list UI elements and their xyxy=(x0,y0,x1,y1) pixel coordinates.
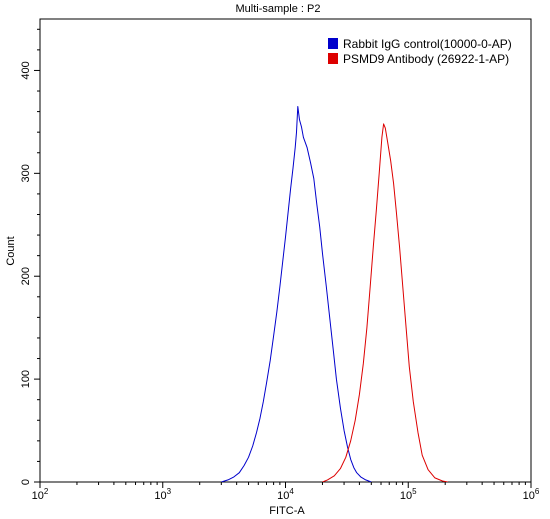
y-axis: 0 100 200 300 400 xyxy=(20,28,40,485)
chart-title: Multi-sample : P2 xyxy=(236,3,321,15)
legend-label: Rabbit IgG control(10000-0-AP) xyxy=(343,37,512,51)
x-tick-label: 105 xyxy=(400,487,417,502)
y-tick-label: 400 xyxy=(20,61,32,79)
x-axis-label: FITC-A xyxy=(269,505,305,517)
y-tick-label: 0 xyxy=(20,479,32,485)
y-tick-label: 100 xyxy=(20,370,32,388)
x-tick-label: 103 xyxy=(154,487,171,502)
series-line-2 xyxy=(322,123,448,482)
legend-swatch xyxy=(328,38,338,49)
legend-label: PSMD9 Antibody (26922-1-AP) xyxy=(343,52,509,66)
x-tick-label: 106 xyxy=(523,487,540,502)
y-axis-label: Count xyxy=(5,236,17,265)
legend: Rabbit IgG control(10000-0-AP)PSMD9 Anti… xyxy=(328,37,512,66)
x-tick-label: 102 xyxy=(32,487,49,502)
y-tick-label: 300 xyxy=(20,164,32,182)
y-tick-label: 200 xyxy=(20,267,32,285)
legend-swatch xyxy=(328,53,338,64)
series-group xyxy=(221,106,448,482)
x-axis: 102 103 104 105 106 xyxy=(32,482,540,502)
plot-area xyxy=(39,18,532,483)
x-tick-label: 104 xyxy=(277,487,294,502)
series-line-1 xyxy=(221,106,372,482)
